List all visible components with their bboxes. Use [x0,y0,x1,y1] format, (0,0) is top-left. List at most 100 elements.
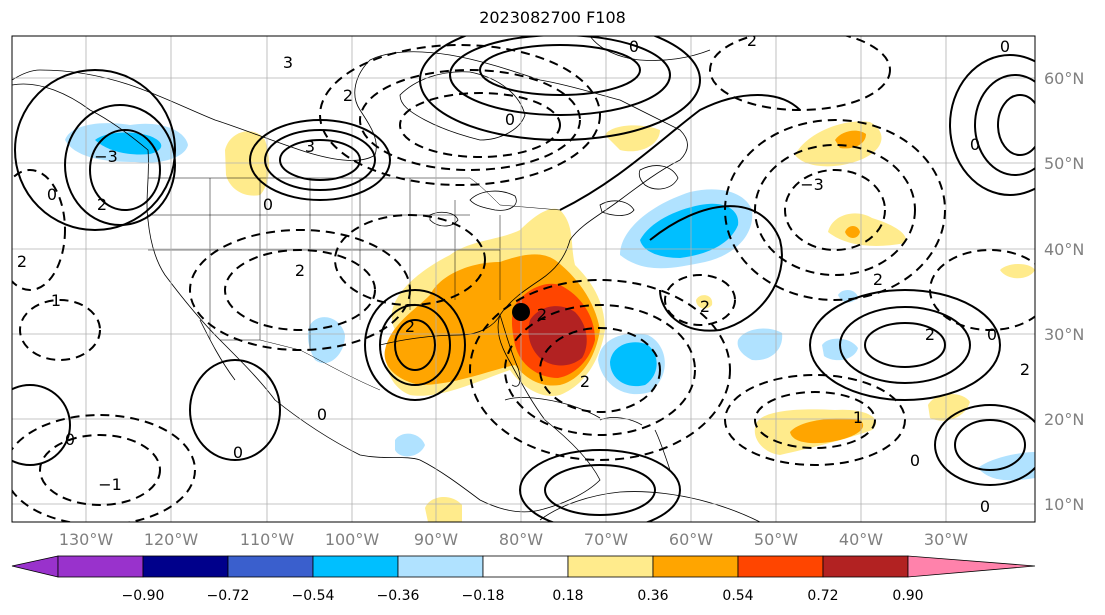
colorbar-bin [227,555,314,578]
map-area: 3 3 2 −3 2 0 2 1 0 2 2 2 0 0 −1 0 0 2 0 … [12,31,1035,522]
coast-cuba [504,397,601,419]
clab-21: −3 [800,175,824,194]
colorbar-over-triangle [907,555,1036,578]
colorbar-tick: −0.90 [122,588,165,604]
colorbar-tick: 0.90 [892,588,923,604]
contour-pos-nw-3 [89,129,161,211]
clab-4: −3 [94,147,118,166]
colorbar-bin [312,555,399,578]
lon-label: 120°W [144,530,199,549]
clab-7: 2 [17,252,27,271]
clab-23: 2 [925,325,935,344]
lon-label: 70°W [584,530,628,549]
clab-19: 0 [629,37,639,56]
colorbar-bin [482,555,569,578]
contour-pos-gulf-3 [394,319,436,371]
colorbar-tick: 0.54 [722,588,753,604]
lon-label: 110°W [240,530,295,549]
lat-label: 30°N [1044,325,1084,344]
lon-label: 130°W [59,530,114,549]
contour-neg-hudson-1 [319,44,601,186]
contour-neg-hudson-3 [399,92,561,158]
contour-pos-labrador-1 [419,36,701,141]
colorbar-tick: −0.54 [292,588,335,604]
shade-lightblue-atl-30 [737,328,783,361]
clab-31: 2 [405,317,415,336]
lat-label: 20°N [1044,410,1084,429]
coast-south-america [539,491,761,522]
clab-1: 3 [283,53,293,72]
clab-29: 0 [970,135,980,154]
contour-pos-carib-2 [544,464,656,516]
lat-label: 60°N [1044,69,1084,88]
clab-17: 0 [505,110,515,129]
contour-pos-ne-1 [949,54,1035,196]
colorbar-bin [822,555,909,578]
lon-label: 40°W [839,530,883,549]
shade-brown-se-us [528,306,587,366]
shade-blue-central-atl [610,342,657,387]
clab-25: 1 [853,408,863,427]
clab-20: 0 [1000,37,1010,56]
clab-3: 2 [343,86,353,105]
contour-pos-pacific-2 [12,384,71,466]
contour-neg-hudson-2 [359,69,581,171]
coast-greenland [589,36,711,61]
colorbar-bin [737,555,824,578]
contour-neg-mid-atl-2 [754,144,916,276]
shade-yellow-bermuda [696,295,713,309]
shade-yellow-40n [828,213,906,246]
lat-label: 40°N [1044,240,1084,259]
clab-30: 2 [700,297,710,316]
contour-pos-labrador-2 [449,36,671,116]
border-us-canada [148,177,561,211]
colorbar-bin [397,555,484,578]
shade-orange-mid-atl [835,130,866,149]
colorbar-tick: 0.36 [637,588,668,604]
shade-blue-atl [640,203,739,258]
coast-florida [499,314,521,387]
clab-18: 2 [747,31,757,50]
shade-orange-20n [790,418,864,444]
contour-pos-se-ridge [559,94,801,211]
contour-neg-mid-atl-1 [724,119,946,301]
colorbar-bin [142,555,229,578]
coast-gulf [379,314,501,346]
contour-neg-west-1 [12,169,66,291]
lon-label: 50°W [754,530,798,549]
colorbar-tick: −0.18 [462,588,505,604]
shade-yellow-atl-25 [1000,264,1035,279]
storm-center-marker [512,303,530,321]
colorbar-tick: 0.72 [807,588,838,604]
shade-lightblue-mexico [395,433,425,457]
clab-14: 0 [65,430,75,449]
shade-yellow-labrador [605,125,660,152]
coast-baja [199,319,236,381]
plot-title: 2023082700 F108 [479,8,626,27]
shade-orange-40n [845,226,860,238]
contour-pos-africa-2 [954,419,1026,471]
contour-neg-gulf-arc [334,214,486,306]
coast-hudson-bay [399,71,526,141]
contour-neg-eastpac-2 [39,434,161,506]
contour-pos-west-2 [264,129,376,191]
contour-pos-africa-1 [934,404,1035,486]
lon-label: 100°W [325,530,380,549]
latitude-labels: 60°N 50°N 40°N 30°N 20°N 10°N [1044,69,1084,514]
colorbar-ticks: −0.90 −0.72 −0.54 −0.36 −0.18 0.18 0.36 … [122,588,924,604]
shade-yellow-nicaragua [425,497,462,522]
contour-pos-atl-1 [809,289,1001,401]
lat-label: 50°N [1044,154,1084,173]
contour-neg-eastpac-1 [12,414,196,522]
colorbar [11,555,1036,578]
contour-neg-carib-1 [469,279,731,461]
contour-neg-us-2 [224,249,376,331]
contour-pos-gulf-1 [364,289,466,401]
colorbar-bin [652,555,739,578]
contour-pos-pacific-1 [189,359,281,461]
colorbar-bin [567,555,654,578]
contour-neg-east-1 [929,249,1035,331]
contour-neg-carib-2 [504,304,696,436]
coast-newfoundland [638,165,679,190]
map-frame [11,35,1036,523]
